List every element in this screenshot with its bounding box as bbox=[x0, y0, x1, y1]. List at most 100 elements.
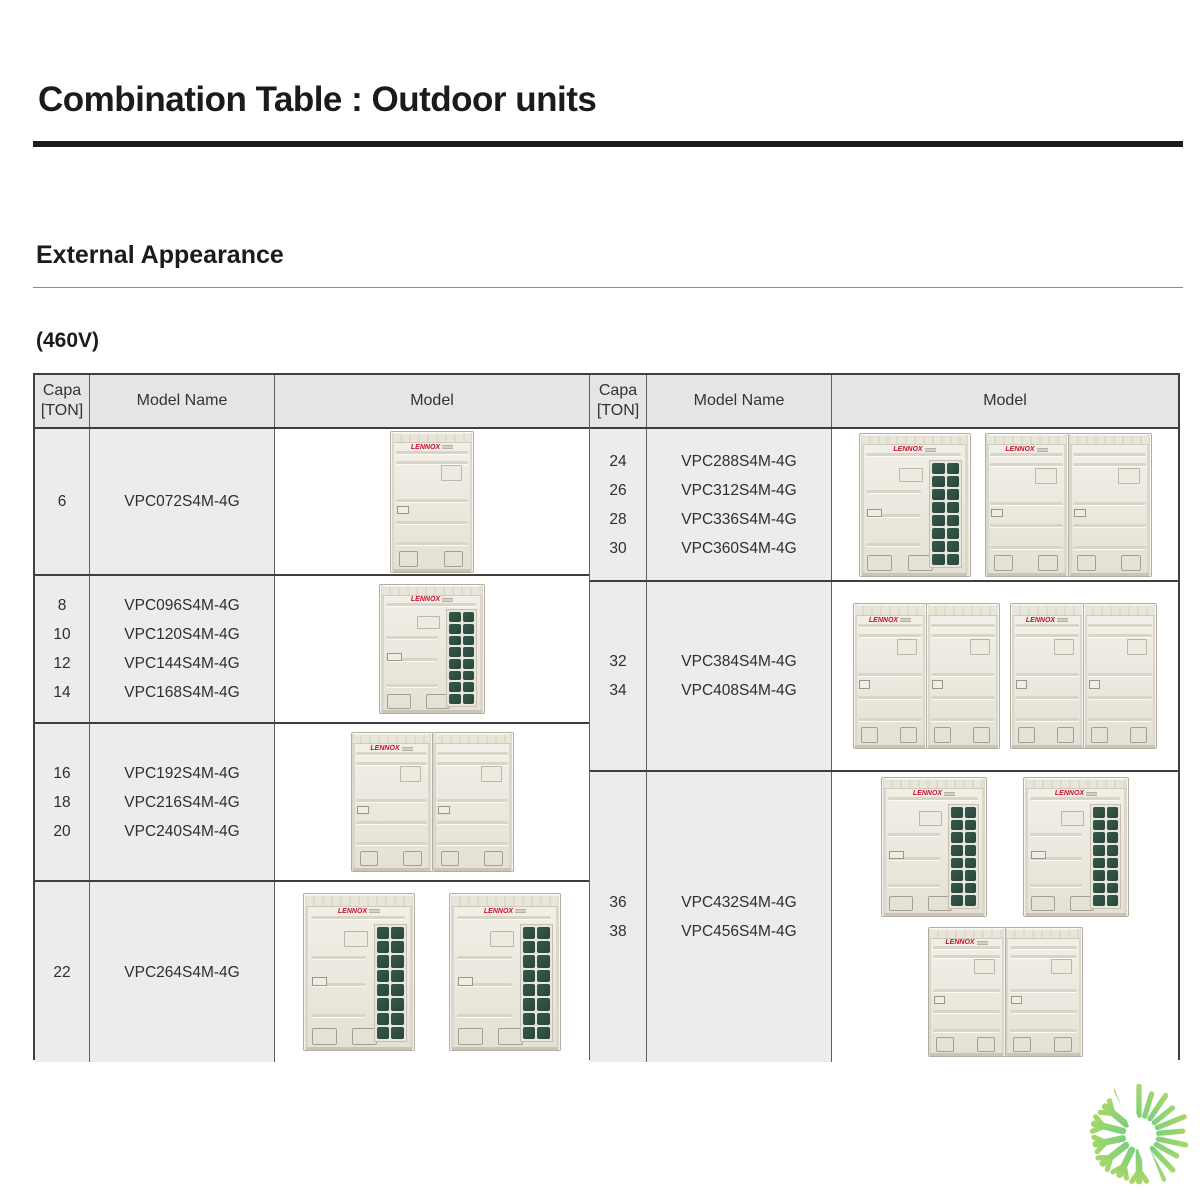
outdoor-unit-cabinet bbox=[1067, 432, 1152, 577]
lennox-logo-text: LENNOX bbox=[410, 443, 441, 451]
capacity-value: 12 bbox=[53, 655, 71, 672]
outdoor-unit-cabinet bbox=[431, 732, 514, 872]
service-panel bbox=[899, 467, 924, 483]
grille-louver bbox=[462, 612, 475, 622]
capacity-value: 36 bbox=[609, 894, 627, 911]
grille-louver bbox=[964, 882, 977, 894]
capacity-value: 6 bbox=[57, 493, 67, 510]
rating-label bbox=[457, 976, 473, 986]
lennox-logo: LENNOX bbox=[380, 596, 484, 604]
grille-louver bbox=[462, 658, 475, 669]
grille-louver bbox=[522, 1012, 536, 1025]
model-name-value: VPC360S4M-4G bbox=[681, 539, 797, 557]
grille-louver bbox=[946, 528, 960, 540]
grille-louver bbox=[964, 832, 977, 844]
model-name-value: VPC312S4M-4G bbox=[681, 481, 797, 499]
capacity-value: 38 bbox=[609, 923, 627, 940]
model-name-cell: VPC432S4M-4G VPC456S4M-4G bbox=[647, 772, 832, 1062]
capacity-value: 14 bbox=[53, 684, 71, 701]
voltage-label: (460V) bbox=[36, 329, 100, 352]
rating-label bbox=[859, 680, 870, 689]
model-image-cell: LENNOX LENNOX bbox=[832, 429, 1178, 580]
outdoor-unit-group: LENNOX bbox=[379, 584, 485, 714]
lennox-logo: LENNOX bbox=[929, 939, 1005, 947]
rating-label bbox=[438, 806, 450, 815]
grille-louver bbox=[1093, 845, 1105, 856]
grille-louver bbox=[522, 998, 536, 1011]
unit-illustration-row: LENNOX bbox=[350, 732, 514, 872]
capacity-value: 26 bbox=[609, 481, 627, 499]
grille-louver bbox=[1093, 832, 1105, 844]
grille-louver bbox=[932, 502, 945, 514]
unit-illustration-row: LENNOX LENNOX bbox=[881, 777, 1129, 917]
grille-louver bbox=[932, 528, 945, 540]
lennox-logo-text: LENNOX bbox=[893, 446, 923, 454]
grille-louver bbox=[1106, 882, 1119, 894]
capacity-value: 32 bbox=[609, 653, 627, 670]
section-heading: External Appearance bbox=[36, 241, 284, 269]
grille-louver bbox=[946, 515, 960, 527]
fan-grille bbox=[446, 609, 478, 707]
grille-louver bbox=[964, 857, 977, 869]
model-name-value: VPC336S4M-4G bbox=[681, 510, 797, 528]
unit-illustration-row: LENNOX bbox=[390, 430, 474, 573]
model-name-value: VPC216S4M-4G bbox=[124, 793, 240, 811]
pipe-bracket bbox=[1121, 555, 1141, 571]
grille-louver bbox=[391, 926, 404, 939]
pipe-bracket bbox=[1038, 555, 1058, 571]
fan-grille bbox=[519, 923, 553, 1043]
outdoor-unit-cabinet: LENNOX bbox=[390, 430, 474, 573]
model-name-header-label: Model Name bbox=[693, 392, 785, 409]
unit-illustration-row: LENNOX LENNOX bbox=[303, 893, 561, 1051]
logo-subtext-mark bbox=[442, 445, 454, 450]
fan-grille bbox=[948, 804, 980, 910]
grille-louver bbox=[522, 969, 536, 982]
grille-louver bbox=[391, 969, 404, 982]
outdoor-unit-cabinet: LENNOX bbox=[858, 432, 971, 577]
model-name-value: VPC384S4M-4G bbox=[681, 653, 797, 670]
rating-label bbox=[867, 508, 883, 518]
model-name-cell: VPC096S4M-4G VPC120S4M-4G VPC144S4M-4G VPC1… bbox=[90, 576, 275, 722]
grille-louver bbox=[964, 807, 977, 818]
model-header-cell: Model bbox=[832, 375, 1178, 427]
lennox-logo: LENNOX bbox=[450, 907, 560, 915]
table-header-row: Capa [TON] Model Name Model bbox=[590, 375, 1178, 429]
model-name-value: VPC192S4M-4G bbox=[124, 764, 240, 782]
model-name-value: VPC168S4M-4G bbox=[124, 684, 240, 701]
service-panel bbox=[919, 811, 943, 826]
outdoor-unit-group: LENNOX bbox=[350, 732, 514, 872]
grille-louver bbox=[462, 693, 475, 704]
grille-louver bbox=[537, 940, 550, 954]
model-image-cell: LENNOX LENNOX LENNOX bbox=[832, 772, 1178, 1062]
pipe-bracket bbox=[993, 555, 1013, 571]
logo-subtext-mark bbox=[369, 909, 381, 914]
pipe-bracket bbox=[359, 851, 379, 867]
logo-subtext-mark bbox=[900, 618, 912, 623]
grille-louver bbox=[462, 635, 475, 646]
capacity-value: 10 bbox=[53, 626, 71, 643]
grille-louver bbox=[932, 554, 945, 566]
grille-louver bbox=[932, 489, 945, 501]
grille-louver bbox=[951, 882, 963, 894]
logo-subtext-mark bbox=[515, 909, 527, 914]
grille-louver bbox=[964, 895, 977, 907]
rating-label bbox=[933, 995, 945, 1004]
capa-header-cell: Capa [TON] bbox=[590, 375, 647, 427]
outdoor-unit-group: LENNOX bbox=[303, 893, 415, 1051]
service-panel bbox=[1035, 467, 1057, 484]
grille-louver bbox=[537, 983, 550, 997]
service-panel bbox=[480, 766, 503, 782]
grille-louver bbox=[946, 502, 960, 514]
model-image-cell: LENNOX LENNOX bbox=[832, 582, 1178, 770]
grille-louver bbox=[537, 969, 550, 982]
pipe-bracket bbox=[973, 727, 991, 743]
grille-louver bbox=[946, 489, 960, 501]
service-panel bbox=[417, 615, 441, 630]
model-name-value: VPC144S4M-4G bbox=[124, 655, 240, 672]
logo-subtext-mark bbox=[1057, 618, 1069, 623]
rating-label bbox=[387, 652, 402, 661]
service-panel bbox=[897, 638, 917, 655]
outdoor-unit-cabinet: LENNOX bbox=[449, 893, 561, 1051]
pipe-bracket bbox=[399, 551, 419, 567]
pipe-bracket bbox=[311, 1027, 337, 1045]
